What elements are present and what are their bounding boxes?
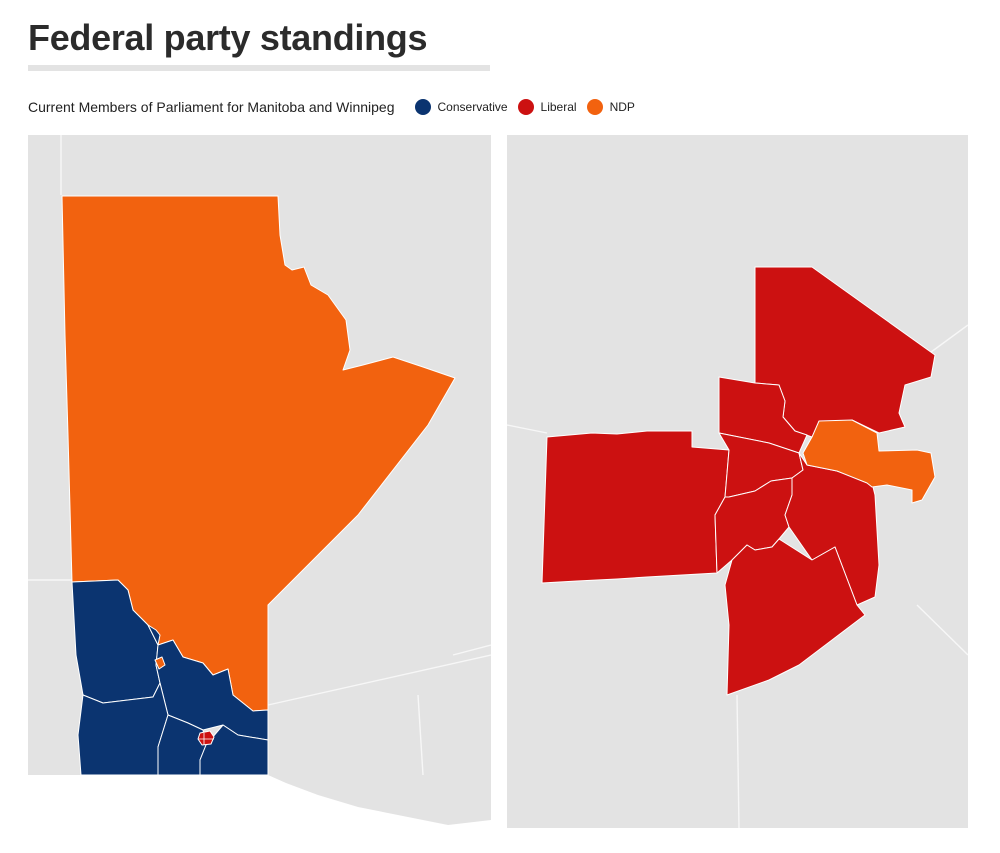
- map-neighbour-borders: [507, 324, 968, 828]
- riding-interlake[interactable]: [147, 624, 161, 646]
- riding-charleswood[interactable]: [541, 430, 730, 584]
- riding-elmwood-transcona[interactable]: [802, 419, 936, 504]
- legend-label-conservative: Conservative: [437, 100, 508, 114]
- legend-swatch-ndp: [586, 99, 603, 115]
- legend-item-conservative: Conservative: [414, 99, 508, 115]
- riding-winnipeg-south-centre[interactable]: [714, 477, 793, 574]
- winnipeg-map: [507, 135, 968, 828]
- subtitle: Current Members of Parliament for Manito…: [28, 99, 395, 115]
- legend: Conservative Liberal NDP: [414, 99, 645, 115]
- manitoba-map: [28, 135, 491, 825]
- riding-winnipeg-cluster-lines: [198, 733, 214, 745]
- legend-swatch-conservative: [414, 99, 431, 115]
- legend-label-ndp: NDP: [609, 100, 635, 114]
- riding-winnipeg-cluster[interactable]: [197, 730, 215, 746]
- map-neighbour-region: [268, 775, 491, 825]
- riding-ndp-pocket[interactable]: [154, 656, 166, 670]
- riding-provencher[interactable]: [199, 724, 269, 776]
- legend-item-ndp: NDP: [586, 99, 635, 115]
- subtitle-row: Current Members of Parliament for Manito…: [28, 96, 645, 118]
- riding-winnipeg-south[interactable]: [724, 538, 866, 696]
- map-neighbour-borders: [28, 135, 491, 776]
- legend-swatch-liberal: [517, 99, 534, 115]
- title-underline: [28, 65, 490, 71]
- legend-label-liberal: Liberal: [540, 100, 577, 114]
- legend-item-liberal: Liberal: [517, 99, 577, 115]
- page-title: Federal party standings: [28, 17, 428, 58]
